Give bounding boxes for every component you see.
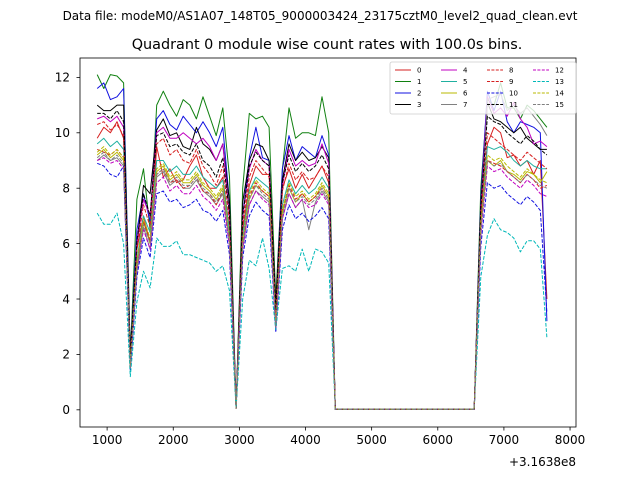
x-tick-label: 7000 (489, 433, 520, 447)
y-tick-label: 6 (62, 237, 70, 251)
figure-suptitle: Data file: modeM0/AS1A07_148T05_90000034… (63, 9, 578, 23)
legend-label-15: 15 (555, 101, 564, 109)
series-line-14 (96, 146, 548, 410)
y-tick-label: 8 (62, 182, 70, 196)
series-line-10 (97, 162, 548, 410)
legend-label-12: 12 (555, 67, 564, 75)
y-tick-label: 10 (55, 126, 70, 140)
series-line-12 (97, 157, 548, 410)
series-line-9 (97, 148, 548, 410)
axes-frame (79, 57, 577, 428)
y-tick-label: 4 (62, 292, 70, 306)
legend-label-2: 2 (417, 90, 421, 98)
x-tick-label: 5000 (356, 433, 387, 447)
x-tick-label: 1000 (92, 433, 123, 447)
legend-label-3: 3 (417, 101, 421, 109)
x-tick-label: 8000 (555, 433, 586, 447)
plot-area: 1000 2000 3000 4000 5000 6000 7000 800002468101… (55, 57, 586, 447)
x-tick-label: 2000 (158, 433, 189, 447)
series-line-3 (96, 101, 547, 410)
legend-label-10: 10 (509, 90, 518, 98)
series-line-11 (97, 110, 548, 410)
x-tick-label: 6000 (423, 433, 454, 447)
x-tick-label: 4000 (290, 433, 321, 447)
legend-label-13: 13 (555, 78, 564, 86)
series-line-5 (96, 137, 547, 410)
y-tick-label: 2 (62, 348, 70, 362)
chart-title: Quadrant 0 module wise count rates with … (132, 37, 523, 53)
legend-label-6: 6 (463, 90, 468, 98)
legend-box (389, 61, 577, 115)
x-tick-label: 3000 (224, 433, 255, 447)
y-tick-label: 12 (55, 71, 70, 85)
legend-label-1: 1 (417, 78, 421, 86)
legend-label-4: 4 (463, 67, 468, 75)
legend-label-5: 5 (463, 78, 467, 86)
series-line-15 (96, 151, 548, 410)
y-tick-label: 0 (62, 403, 70, 417)
legend-label-8: 8 (509, 67, 513, 75)
x-axis-offset-label: +3.1638e8 (509, 455, 576, 469)
legend-label-0: 0 (417, 67, 421, 75)
series-line-13 (96, 212, 548, 410)
legend-label-14: 14 (555, 90, 564, 98)
legend-label-7: 7 (463, 101, 467, 109)
legend-label-11: 11 (509, 101, 518, 109)
series-line-8 (97, 121, 548, 410)
legend-label-9: 9 (509, 78, 513, 86)
